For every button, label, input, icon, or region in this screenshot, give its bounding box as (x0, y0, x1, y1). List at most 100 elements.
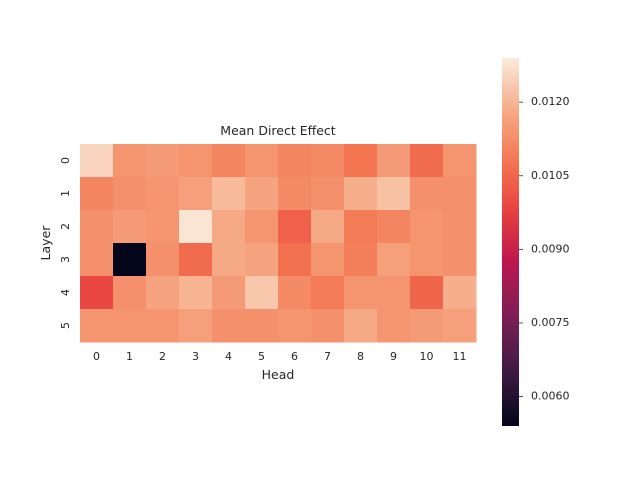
x-tick-label: 2 (159, 350, 166, 363)
heatmap-cell (443, 144, 477, 178)
heatmap-cell (443, 309, 477, 343)
heatmap-cell (443, 243, 477, 277)
heatmap-cell (443, 276, 477, 310)
heatmap-cell (212, 276, 246, 310)
heatmap-cell (311, 210, 345, 244)
heatmap-cell (344, 309, 378, 343)
heatmap-cell (245, 309, 279, 343)
heatmap-cell (212, 177, 246, 211)
heatmap-cell (245, 243, 279, 277)
heatmap-cell (179, 309, 213, 343)
heatmap-cell (146, 276, 180, 310)
heatmap-cell (179, 243, 213, 277)
heatmap-cell (344, 276, 378, 310)
x-tick-label: 7 (324, 350, 331, 363)
y-tick-label: 2 (59, 223, 72, 230)
heatmap-cell (311, 243, 345, 277)
heatmap-cell (146, 309, 180, 343)
heatmap-cell (443, 177, 477, 211)
heatmap-cell (80, 309, 114, 343)
heatmap-cell (113, 210, 147, 244)
x-tick-label: 0 (93, 350, 100, 363)
heatmap-cell (113, 177, 147, 211)
heatmap-cell (344, 144, 378, 178)
heatmap-cell (278, 309, 312, 343)
heatmap-cell (245, 276, 279, 310)
heatmap-cell (278, 177, 312, 211)
heatmap-cell (113, 243, 147, 277)
heatmap-cell (212, 243, 246, 277)
heatmap-cell (113, 309, 147, 343)
colorbar-tick-labels: 0.0060 0.0075 0.0090 0.0105 0.0120 (519, 95, 570, 403)
x-tick-label: 3 (192, 350, 199, 363)
heatmap-cell (311, 309, 345, 343)
x-tick-label: 10 (420, 350, 434, 363)
y-tick-labels: 0 1 2 3 4 5 (59, 157, 72, 329)
heatmap-cell (80, 177, 114, 211)
x-axis-label: Head (262, 367, 295, 382)
heatmap-cell (377, 276, 411, 310)
heatmap-cell (278, 243, 312, 277)
heatmap-cell (410, 144, 444, 178)
heatmap-cell (377, 243, 411, 277)
heatmap-cell (410, 276, 444, 310)
colorbar-tick-label: 0.0120 (531, 95, 570, 108)
heatmap-cell (80, 243, 114, 277)
heatmap-cell (344, 210, 378, 244)
heatmap-cell (311, 276, 345, 310)
heatmap-cell (212, 144, 246, 178)
x-tick-label: 5 (258, 350, 265, 363)
heatmap-cell (245, 210, 279, 244)
x-tick-label: 6 (291, 350, 298, 363)
x-tick-labels: 0 1 2 3 4 5 6 7 8 9 10 11 (93, 350, 467, 363)
heatmap-cell (410, 309, 444, 343)
heatmap-cell (377, 177, 411, 211)
x-tick-label: 9 (390, 350, 397, 363)
colorbar-tick-label: 0.0075 (531, 316, 570, 329)
heatmap-cell (245, 144, 279, 178)
heatmap-cell (410, 177, 444, 211)
y-tick-label: 5 (59, 322, 72, 329)
heatmap-cell (212, 309, 246, 343)
x-tick-label: 1 (126, 350, 133, 363)
y-tick-label: 0 (59, 157, 72, 164)
x-tick-label: 8 (357, 350, 364, 363)
heatmap-cells (80, 144, 477, 343)
heatmap-cell (377, 210, 411, 244)
heatmap-cell (80, 276, 114, 310)
chart-title: Mean Direct Effect (220, 123, 336, 138)
heatmap-cell (377, 309, 411, 343)
heatmap-cell (179, 210, 213, 244)
x-tick-label: 4 (225, 350, 232, 363)
heatmap-cell (212, 210, 246, 244)
y-axis-label: Layer (38, 225, 53, 261)
heatmap-cell (80, 144, 114, 178)
heatmap-cell (179, 177, 213, 211)
heatmap-cell (278, 210, 312, 244)
heatmap-cell (443, 210, 477, 244)
heatmap-cell (377, 144, 411, 178)
heatmap-cell (278, 144, 312, 178)
heatmap-cell (311, 177, 345, 211)
heatmap-cell (179, 276, 213, 310)
heatmap-cell (146, 210, 180, 244)
colorbar-tick-label: 0.0060 (531, 390, 570, 403)
heatmap-cell (311, 144, 345, 178)
colorbar (502, 58, 519, 426)
heatmap-cell (344, 177, 378, 211)
x-tick-label: 11 (453, 350, 467, 363)
heatmap-cell (146, 144, 180, 178)
colorbar-tick-label: 0.0090 (531, 242, 570, 255)
y-tick-label: 4 (59, 289, 72, 296)
heatmap-cell (80, 210, 114, 244)
y-tick-label: 1 (59, 190, 72, 197)
heatmap-cell (245, 177, 279, 211)
heatmap-cell (179, 144, 213, 178)
heatmap-cell (410, 243, 444, 277)
colorbar-tick-label: 0.0105 (531, 169, 570, 182)
heatmap-cell (278, 276, 312, 310)
heatmap-cell (410, 210, 444, 244)
heatmap-cell (344, 243, 378, 277)
heatmap-cell (113, 276, 147, 310)
